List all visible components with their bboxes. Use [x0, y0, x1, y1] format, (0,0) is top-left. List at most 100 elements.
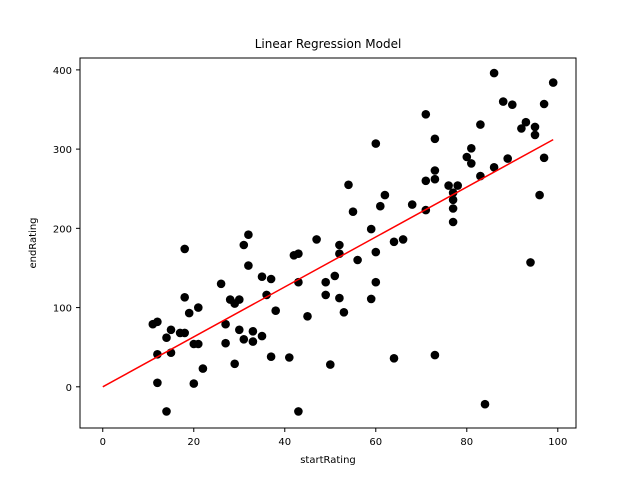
data-point [184, 308, 194, 318]
y-axis-ticks: 0 100 200 300 400 [53, 66, 80, 394]
data-point [198, 364, 208, 373]
data-point [539, 99, 549, 109]
data-point [371, 139, 381, 148]
data-point [517, 124, 526, 133]
x-tick-label: 60 [369, 437, 382, 448]
data-point [371, 277, 381, 287]
y-tick-label: 200 [53, 224, 72, 235]
data-point [503, 154, 512, 163]
data-point [235, 325, 244, 335]
data-point [366, 224, 376, 234]
data-point [530, 130, 540, 140]
x-tick-label: 0 [100, 437, 106, 448]
y-tick-label: 400 [53, 66, 72, 77]
data-point [239, 335, 249, 344]
data-point [235, 295, 244, 304]
x-tick-label: 20 [187, 437, 200, 448]
data-point [376, 201, 385, 211]
data-point [480, 399, 490, 409]
data-point [194, 339, 203, 349]
data-point [389, 354, 399, 363]
data-point [216, 279, 226, 289]
data-point [448, 204, 458, 213]
data-point [421, 110, 431, 119]
data-point [271, 306, 281, 316]
data-point [335, 240, 344, 250]
data-point [448, 217, 458, 227]
data-point [294, 407, 303, 416]
data-point [180, 244, 189, 254]
data-point [371, 247, 381, 257]
data-point [321, 277, 331, 287]
data-point [444, 181, 453, 190]
x-tick-label: 100 [548, 437, 567, 448]
x-axis-ticks: 0 20 40 60 80 100 [100, 428, 567, 448]
data-point [348, 207, 358, 216]
data-point [244, 230, 253, 239]
data-point [303, 312, 312, 321]
data-point [230, 359, 239, 369]
data-point [430, 166, 440, 175]
y-axis-label: endRating [28, 217, 39, 268]
data-point [548, 78, 558, 87]
data-point [326, 360, 335, 369]
data-point [248, 337, 258, 346]
data-point [498, 97, 508, 106]
data-point [430, 134, 440, 144]
data-point [353, 255, 362, 265]
data-point [244, 261, 253, 270]
data-point [180, 293, 189, 302]
data-point [521, 117, 531, 127]
data-point [221, 338, 230, 348]
data-point [153, 317, 162, 327]
data-point [266, 274, 276, 284]
data-point [366, 294, 376, 304]
data-point [194, 303, 203, 312]
data-point [389, 237, 399, 247]
data-point [467, 159, 476, 168]
data-point [489, 163, 499, 172]
data-point [321, 290, 331, 300]
data-point [467, 144, 476, 153]
data-point [462, 152, 472, 162]
data-point [257, 331, 267, 341]
data-point [221, 319, 230, 329]
x-tick-label: 80 [460, 437, 473, 448]
y-tick-label: 0 [66, 383, 72, 394]
data-point [430, 350, 440, 360]
data-point [421, 176, 431, 186]
data-point [398, 235, 408, 244]
x-axis-label: startRating [300, 455, 356, 466]
data-point [312, 235, 321, 244]
data-point [530, 122, 540, 132]
data-point [539, 153, 549, 163]
x-tick-label: 40 [278, 437, 291, 448]
data-point [189, 379, 199, 388]
data-point [180, 328, 189, 338]
data-point [476, 120, 485, 129]
data-point [294, 249, 303, 258]
data-point [339, 308, 349, 317]
plot-frame [79, 57, 577, 429]
data-point [526, 258, 535, 267]
data-point [380, 190, 390, 200]
y-tick-label: 100 [53, 304, 72, 315]
data-point [330, 271, 340, 281]
data-point [162, 407, 171, 416]
chart-title: Linear Regression Model [255, 37, 402, 51]
data-point [257, 272, 267, 282]
data-point [489, 68, 499, 78]
data-point [535, 190, 544, 200]
data-point [239, 240, 249, 250]
data-point [453, 181, 463, 190]
y-tick-label: 300 [53, 145, 72, 156]
data-point [344, 180, 353, 190]
data-point [248, 327, 258, 336]
data-point [266, 352, 276, 362]
data-point [162, 333, 171, 343]
plot-content [102, 68, 558, 416]
data-point [153, 378, 162, 388]
data-point [262, 290, 271, 300]
data-point [430, 174, 440, 184]
